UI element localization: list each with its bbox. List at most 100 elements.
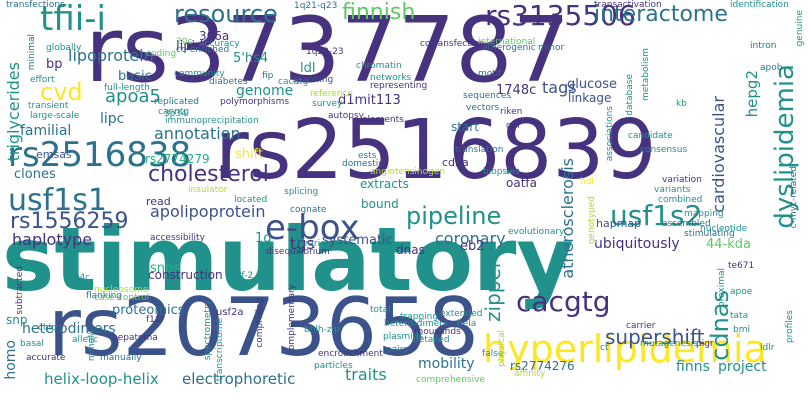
word: located xyxy=(234,195,268,205)
word: cardiovascular xyxy=(709,96,728,213)
word: heterodimers xyxy=(22,321,116,337)
word: mapping xyxy=(684,209,724,219)
word: 44-kda xyxy=(706,237,751,252)
word: trapping xyxy=(400,312,439,322)
word: homo xyxy=(3,340,19,380)
word: finnish xyxy=(342,0,416,25)
word: rs1556259 xyxy=(10,209,129,234)
word: rs2516838 xyxy=(8,135,192,175)
word: cacgtg xyxy=(516,285,611,318)
word: immunoprecipitation xyxy=(165,116,259,126)
word: representing xyxy=(370,81,428,91)
word: construction xyxy=(148,268,223,282)
word: kb xyxy=(676,99,687,109)
word: angiotensinogen xyxy=(370,167,446,177)
word: pairs xyxy=(386,345,409,355)
word: accessibility xyxy=(150,233,205,243)
word: proximal xyxy=(717,268,727,308)
word: electrophoretic xyxy=(182,370,296,388)
word: mutagenesis xyxy=(640,339,698,349)
word: consensus xyxy=(640,145,688,155)
word: helix-loop-helix xyxy=(44,370,159,388)
word: biopsies xyxy=(483,167,520,177)
word: 1748c xyxy=(496,83,537,98)
word: accuracy xyxy=(199,39,240,49)
word: lipoprotein xyxy=(68,46,154,65)
word: zipper xyxy=(481,260,505,322)
word: 514c xyxy=(68,273,91,283)
word: triglycerides xyxy=(4,62,23,162)
word: detailed xyxy=(413,335,450,345)
word: bmi xyxy=(733,325,750,335)
word: rbf-2 xyxy=(232,271,254,281)
word: emsas xyxy=(36,148,72,161)
word: international xyxy=(478,37,536,47)
word: community xyxy=(174,69,225,79)
word: canntg xyxy=(158,107,190,117)
word: plasmids xyxy=(383,332,424,342)
word: rs2073658 xyxy=(48,281,479,374)
word: large-scale xyxy=(30,111,80,121)
word: complementary xyxy=(287,284,297,356)
word: libraries xyxy=(294,239,331,249)
word: domestic xyxy=(342,159,384,169)
word: cdna xyxy=(442,156,469,169)
word: profiles xyxy=(785,310,795,344)
word: linkage xyxy=(568,91,612,105)
word: read xyxy=(146,195,171,208)
word: cvd xyxy=(40,78,83,106)
word: carrier xyxy=(626,321,656,331)
word: rs2774279 xyxy=(145,152,210,166)
word: hepatoma xyxy=(112,333,158,343)
word: extended xyxy=(440,309,483,319)
word: associations xyxy=(605,106,615,162)
word: transfections xyxy=(6,0,65,10)
word: apoa5 xyxy=(105,86,161,107)
word: comprising xyxy=(255,298,265,348)
word: f11r xyxy=(146,315,165,325)
word: chip xyxy=(38,323,57,333)
word: ldlr xyxy=(760,343,775,353)
word: accurate xyxy=(26,353,66,363)
word: genuine xyxy=(795,10,805,47)
word: sequences xyxy=(463,91,512,101)
word: traits xyxy=(345,365,387,384)
word: cognate xyxy=(290,205,327,215)
word: te671 xyxy=(728,261,755,271)
word: motif xyxy=(478,69,502,79)
word: transactivation xyxy=(594,0,662,10)
word: false xyxy=(482,349,504,359)
word: rs2774276 xyxy=(510,359,575,373)
word: resource xyxy=(174,0,278,28)
word: pigr xyxy=(696,339,714,349)
word: tfii-i xyxy=(40,0,106,39)
word: encroachment xyxy=(318,349,383,359)
word: cholesterol xyxy=(148,162,269,187)
word: extracts xyxy=(360,177,409,191)
word: ct xyxy=(600,343,609,353)
word: disequilibrium xyxy=(266,247,330,257)
word: thousands xyxy=(414,327,461,337)
word: reference xyxy=(310,89,353,99)
word: shift xyxy=(235,147,264,162)
word: d1mit113 xyxy=(338,93,401,108)
word: bound xyxy=(361,197,399,211)
word: hapmap xyxy=(596,217,642,230)
word: mobility xyxy=(418,356,475,372)
word: interactome xyxy=(594,2,728,27)
word: assembled xyxy=(662,219,711,229)
word: polymorphisms xyxy=(220,97,290,107)
word: diabetes xyxy=(209,77,248,87)
word: annotation xyxy=(154,124,241,143)
word: fip xyxy=(262,71,274,81)
word: vectors xyxy=(466,103,500,113)
word: minimal xyxy=(27,34,37,71)
word: intron xyxy=(750,41,777,51)
word: usf1s2 xyxy=(610,199,703,232)
word: basic xyxy=(118,69,152,84)
word: ests xyxy=(358,151,377,161)
word: elements xyxy=(362,115,404,125)
word: 1q21-q23 xyxy=(294,1,338,11)
word: rs3737787 xyxy=(85,0,570,103)
word: supershift xyxy=(605,325,705,349)
